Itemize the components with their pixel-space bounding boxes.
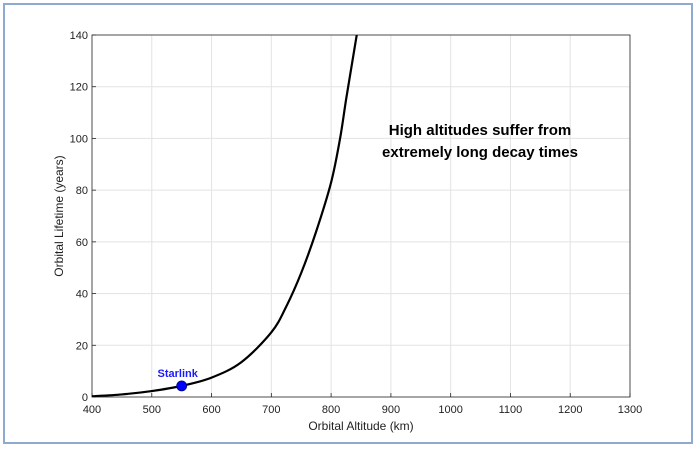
starlink-point <box>176 380 188 392</box>
y-axis-label: Orbital Lifetime (years) <box>52 155 66 276</box>
x-tick-label: 700 <box>262 404 280 416</box>
y-tick-label: 0 <box>82 392 88 404</box>
y-tick-label: 60 <box>76 237 88 249</box>
x-tick-label: 1300 <box>618 404 642 416</box>
x-tick-label: 600 <box>202 404 220 416</box>
x-tick-label: 400 <box>83 404 101 416</box>
x-tick-label: 1000 <box>438 404 462 416</box>
annotation-line-1: High altitudes suffer from <box>389 122 572 139</box>
x-tick-label: 1200 <box>558 404 582 416</box>
series-layer <box>92 35 358 397</box>
axis-ticks: 400 500 600 700 800 900 1000 1100 1200 1300 0 20 40 6… <box>70 30 643 416</box>
x-axis-label: Orbital Altitude (km) <box>308 419 413 433</box>
series-line <box>92 35 358 397</box>
y-tick-label: 140 <box>70 30 88 42</box>
x-tick-label: 1100 <box>499 404 523 416</box>
plot-area <box>92 35 630 397</box>
plot-border <box>91 34 631 398</box>
y-tick-label: 40 <box>76 289 88 301</box>
y-tick-label: 20 <box>76 340 88 352</box>
x-tick-label: 800 <box>322 404 340 416</box>
y-tick-label: 80 <box>76 185 88 197</box>
annotation-line-2: extremely long decay times <box>382 144 578 161</box>
x-tick-label: 900 <box>382 404 400 416</box>
y-tick-label: 100 <box>70 133 88 145</box>
points-layer: Starlink <box>157 368 199 392</box>
starlink-label: Starlink <box>157 368 198 380</box>
y-tick-label: 120 <box>70 82 88 94</box>
x-tick-label: 500 <box>143 404 161 416</box>
